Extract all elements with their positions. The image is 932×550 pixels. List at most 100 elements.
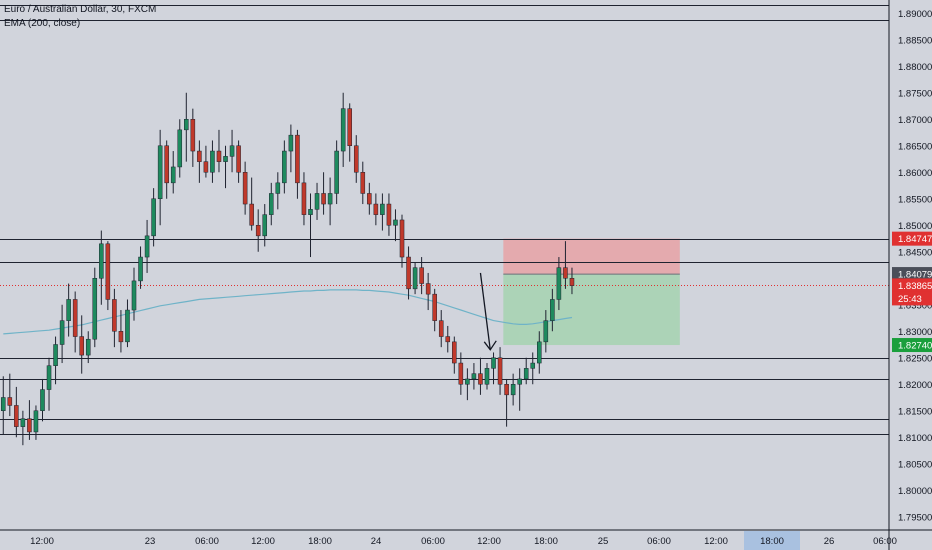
candle-body <box>27 418 32 433</box>
candle-body <box>425 283 431 295</box>
trade-box[interactable] <box>503 238 680 346</box>
price-tag-label: 25:43 <box>898 294 922 305</box>
price-tag-bg <box>892 231 932 246</box>
candle-body <box>452 341 457 364</box>
candle-body <box>412 267 418 290</box>
candle-body <box>177 129 183 168</box>
candle-body <box>399 219 405 258</box>
candle-body <box>556 267 562 300</box>
candle-body <box>99 243 104 279</box>
candle-body <box>432 293 437 321</box>
candle-body <box>53 344 58 366</box>
candle-body <box>92 278 98 340</box>
candle-body <box>569 278 575 286</box>
price-tag-bg <box>892 338 932 353</box>
candle-body <box>504 384 509 396</box>
x-tick-label: 12:00 <box>251 536 275 547</box>
x-tick-label: 06:00 <box>195 536 219 547</box>
x-tick-label: 12:00 <box>477 536 501 547</box>
candle-body <box>445 336 451 343</box>
y-axis-ticks: 1.89000 1.88500 1.88000 1.87500 1.87000 1.865… <box>898 9 932 524</box>
y-tick-label: 1.87500 <box>898 88 932 99</box>
candle-body <box>478 373 483 385</box>
candle-body <box>229 145 235 157</box>
candle-body <box>537 341 542 364</box>
y-tick-label: 1.86000 <box>898 168 932 179</box>
arrow-shaft <box>479 272 491 350</box>
candle-body <box>321 193 326 205</box>
candle-body <box>151 198 156 237</box>
candle-body <box>223 156 228 162</box>
candle-body <box>72 299 78 337</box>
candle-body <box>164 145 169 184</box>
candle-body <box>7 397 13 406</box>
y-tick-label: 1.82000 <box>898 380 932 391</box>
price-tag-bg <box>892 278 932 293</box>
y-tick-label: 1.87000 <box>898 115 932 126</box>
candle-body <box>249 203 254 226</box>
candle-body <box>0 397 6 411</box>
candle-body <box>334 150 339 194</box>
arrow-head <box>483 340 497 351</box>
candle-body <box>288 134 294 152</box>
candle-body <box>40 389 45 411</box>
candle-body <box>523 368 529 380</box>
candle-body <box>543 320 549 343</box>
x-tick-label: 18:00 <box>534 536 558 547</box>
candle-body <box>327 193 333 205</box>
candle-body <box>210 150 215 173</box>
y-tick-label: 1.83000 <box>898 327 932 338</box>
x-tick-label: 25 <box>598 536 609 547</box>
x-tick-label: 06:00 <box>647 536 671 547</box>
time-highlight <box>744 531 800 550</box>
ema-line <box>3 289 573 335</box>
x-tick-label: 06:00 <box>421 536 445 547</box>
candle-body <box>347 108 352 146</box>
candle-body <box>59 320 65 345</box>
candle-body <box>216 150 222 162</box>
price-tag-label: 1.84747 <box>898 234 932 245</box>
candle-body <box>112 299 117 332</box>
candle-body <box>262 214 268 237</box>
y-tick-label: 1.89000 <box>898 9 932 20</box>
candle-body <box>458 362 464 385</box>
candle-body <box>465 378 470 385</box>
candle-body <box>203 161 209 173</box>
candle-body <box>367 193 372 205</box>
ema-polyline <box>3 289 573 335</box>
candle-body <box>419 267 424 284</box>
candle-body <box>255 225 261 237</box>
candle-body <box>510 384 516 396</box>
y-tick-label: 1.86500 <box>898 141 932 152</box>
candle-body <box>491 357 496 369</box>
candle-body <box>275 182 281 194</box>
candle-body <box>242 172 248 205</box>
price-tag-label: 1.83865 <box>898 281 932 292</box>
price-tag-label: 1.84079 <box>898 270 932 281</box>
candle-body <box>125 309 130 343</box>
candle-body <box>236 145 241 173</box>
candle-body <box>14 405 19 427</box>
y-tick-label: 1.83500 <box>898 300 932 311</box>
candle-body <box>85 338 91 356</box>
candle-body <box>484 368 490 385</box>
candle-body <box>138 256 143 282</box>
candle-body <box>406 256 411 290</box>
x-tick-label: 24 <box>371 536 382 547</box>
candle-body <box>563 267 568 279</box>
candle-body <box>170 166 176 184</box>
arrow-annotation[interactable] <box>479 272 497 351</box>
take-profit-zone <box>503 274 680 346</box>
candle-body <box>190 119 196 152</box>
candle-body <box>497 357 503 385</box>
candle-body <box>517 378 522 385</box>
candle-body <box>131 280 137 311</box>
candle-body <box>118 331 124 343</box>
y-tick-label: 1.79500 <box>898 512 932 523</box>
candle-body <box>360 172 366 194</box>
x-tick-label: 12:00 <box>704 536 728 547</box>
candle-body <box>471 373 477 380</box>
